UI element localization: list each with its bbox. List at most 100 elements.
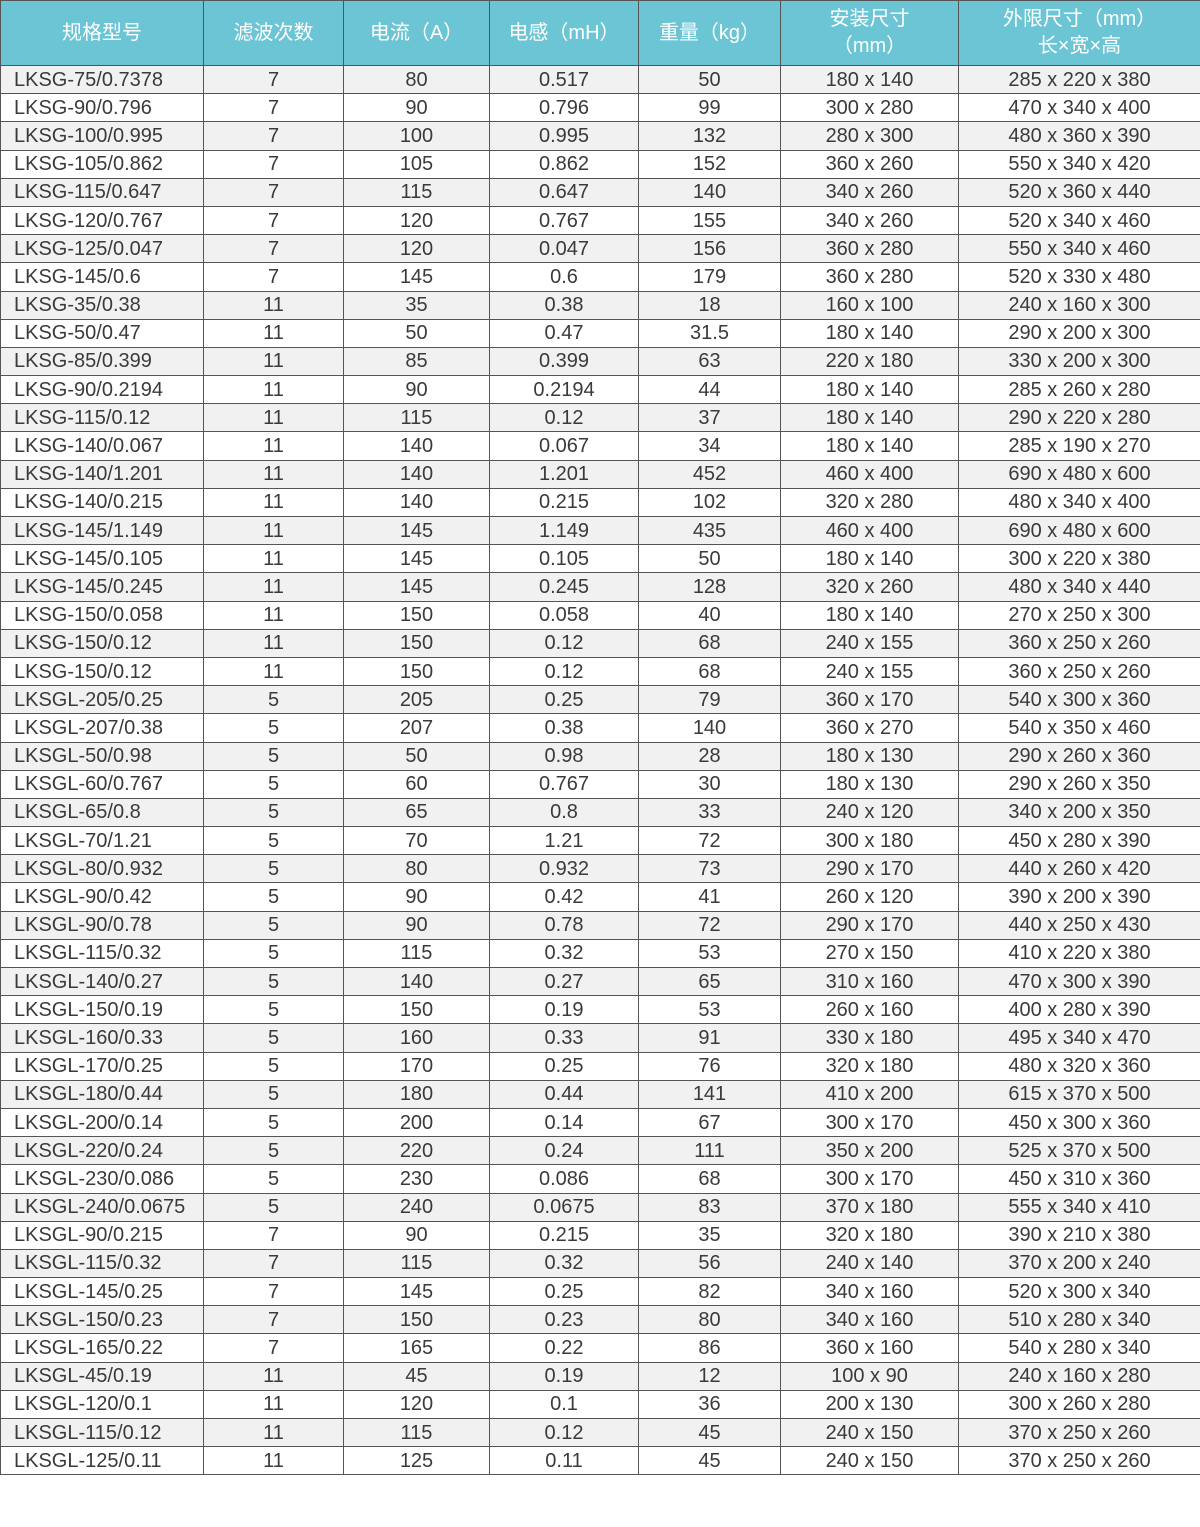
cell-filter-order: 7 (203, 149, 344, 179)
cell-weight: 35 (638, 1220, 781, 1250)
cell-weight: 141 (638, 1079, 781, 1109)
reactor-spec-table: 规格型号 滤波次数 电流（A） 电感（mH） 重量（kg） 安装尺寸 （mm） 外… (0, 0, 1200, 1476)
header-label: 外限尺寸（mm） (1002, 8, 1157, 30)
cell-outer-size: 525 x 370 x 500 (958, 1136, 1200, 1166)
cell-weight: 83 (638, 1192, 781, 1222)
cell-inductance: 0.12 (489, 656, 639, 687)
cell-mount-size: 460 x 400 (780, 515, 959, 546)
cell-inductance: 0.78 (489, 910, 639, 940)
table-row: LKSG-150/0.12 11 150 0.12 68 240 x 155 360 x 2… (0, 628, 1200, 658)
cell-model: LKSG-140/1.201 (0, 459, 204, 489)
cell-outer-size: 520 x 340 x 460 (958, 205, 1200, 236)
cell-current: 150 (343, 628, 490, 658)
cell-outer-size: 550 x 340 x 460 (958, 234, 1200, 264)
cell-filter-order: 5 (203, 995, 344, 1025)
table-row: LKSG-50/0.47 11 50 0.47 31.5 180 x 140 290 x 2… (0, 318, 1200, 348)
cell-weight: 45 (638, 1446, 781, 1476)
cell-model: LKSG-125/0.047 (0, 234, 204, 264)
header-outer-size: 外限尺寸（mm） 长×宽×高 (958, 0, 1200, 66)
cell-inductance: 0.105 (489, 544, 639, 574)
cell-filter-order: 5 (203, 685, 344, 715)
cell-outer-size: 480 x 340 x 440 (958, 572, 1200, 602)
cell-weight: 68 (638, 628, 781, 658)
cell-current: 145 (343, 544, 490, 574)
cell-current: 90 (343, 1220, 490, 1250)
cell-weight: 128 (638, 572, 781, 602)
cell-current: 140 (343, 487, 490, 518)
table-row: LKSGL-165/0.22 7 165 0.22 86 360 x 160 540 x 2… (0, 1333, 1200, 1363)
cell-outer-size: 270 x 250 x 300 (958, 600, 1200, 630)
cell-mount-size: 290 x 170 (780, 910, 959, 940)
cell-filter-order: 7 (203, 177, 344, 207)
header-weight: 重量（kg） (638, 0, 781, 66)
cell-weight: 82 (638, 1277, 781, 1307)
cell-outer-size: 480 x 360 x 390 (958, 121, 1200, 151)
cell-filter-order: 7 (203, 93, 344, 123)
table-row: LKSGL-207/0.38 5 207 0.38 140 360 x 270 540 x … (0, 713, 1200, 743)
table-header: 规格型号 滤波次数 电流（A） 电感（mH） 重量（kg） 安装尺寸 （mm） 外… (0, 0, 1200, 66)
cell-model: LKSG-105/0.862 (0, 149, 204, 179)
cell-current: 140 (343, 459, 490, 489)
cell-inductance: 0.25 (489, 685, 639, 715)
table-row: LKSG-145/0.245 11 145 0.245 128 320 x 260 480 … (0, 572, 1200, 602)
table-row: LKSGL-45/0.19 11 45 0.19 12 100 x 90 240 x 160… (0, 1361, 1200, 1391)
cell-current: 150 (343, 600, 490, 630)
cell-mount-size: 360 x 280 (780, 262, 959, 292)
cell-weight: 111 (638, 1136, 781, 1166)
cell-outer-size: 550 x 340 x 420 (958, 149, 1200, 179)
table-row: LKSGL-70/1.21 5 70 1.21 72 300 x 180 450 x 280… (0, 826, 1200, 856)
cell-outer-size: 240 x 160 x 280 (958, 1361, 1200, 1391)
cell-weight: 102 (638, 487, 781, 518)
cell-mount-size: 340 x 260 (780, 205, 959, 236)
cell-inductance: 0.767 (489, 769, 639, 799)
cell-outer-size: 520 x 330 x 480 (958, 262, 1200, 292)
cell-weight: 56 (638, 1248, 781, 1279)
cell-mount-size: 410 x 200 (780, 1079, 959, 1109)
cell-weight: 99 (638, 93, 781, 123)
cell-model: LKSGL-165/0.22 (0, 1333, 204, 1363)
cell-weight: 30 (638, 769, 781, 799)
cell-current: 200 (343, 1107, 490, 1138)
cell-mount-size: 350 x 200 (780, 1136, 959, 1166)
table-row: LKSGL-90/0.42 5 90 0.42 41 260 x 120 390 x 200… (0, 882, 1200, 912)
cell-outer-size: 440 x 250 x 430 (958, 910, 1200, 940)
cell-mount-size: 300 x 170 (780, 1107, 959, 1138)
cell-current: 35 (343, 290, 490, 320)
cell-weight: 67 (638, 1107, 781, 1138)
cell-mount-size: 310 x 160 (780, 966, 959, 997)
cell-weight: 28 (638, 741, 781, 771)
table-row: LKSGL-115/0.32 7 115 0.32 56 240 x 140 370 x 2… (0, 1248, 1200, 1279)
table-row: LKSG-140/0.215 11 140 0.215 102 320 x 280 480 … (0, 487, 1200, 518)
cell-outer-size: 370 x 250 x 260 (958, 1417, 1200, 1448)
cell-filter-order: 11 (203, 656, 344, 687)
cell-mount-size: 370 x 180 (780, 1192, 959, 1222)
cell-filter-order: 7 (203, 64, 344, 95)
cell-inductance: 0.47 (489, 318, 639, 348)
cell-weight: 34 (638, 431, 781, 461)
cell-mount-size: 320 x 180 (780, 1220, 959, 1250)
table-row: LKSGL-150/0.19 5 150 0.19 53 260 x 160 400 x 2… (0, 995, 1200, 1025)
table-row: LKSG-145/1.149 11 145 1.149 435 460 x 400 690 … (0, 515, 1200, 546)
table-row: LKSGL-240/0.0675 5 240 0.0675 83 370 x 180 555… (0, 1192, 1200, 1222)
cell-filter-order: 7 (203, 121, 344, 151)
cell-model: LKSG-90/0.796 (0, 93, 204, 123)
cell-model: LKSG-120/0.767 (0, 205, 204, 236)
cell-model: LKSGL-90/0.78 (0, 910, 204, 940)
table-row: LKSGL-230/0.086 5 230 0.086 68 300 x 170 450 x… (0, 1164, 1200, 1194)
cell-outer-size: 470 x 340 x 400 (958, 93, 1200, 123)
cell-outer-size: 690 x 480 x 600 (958, 459, 1200, 489)
cell-filter-order: 11 (203, 431, 344, 461)
table-row: LKSGL-180/0.44 5 180 0.44 141 410 x 200 615 x … (0, 1079, 1200, 1109)
cell-model: LKSG-150/0.12 (0, 656, 204, 687)
cell-current: 160 (343, 1023, 490, 1053)
cell-outer-size: 540 x 280 x 340 (958, 1333, 1200, 1363)
cell-mount-size: 180 x 140 (780, 600, 959, 630)
table-row: LKSG-85/0.399 11 85 0.399 63 220 x 180 330 x 2… (0, 346, 1200, 377)
table-row: LKSGL-160/0.33 5 160 0.33 91 330 x 180 495 x 3… (0, 1023, 1200, 1053)
table-row: LKSGL-120/0.1 11 120 0.1 36 200 x 130 300 x 26… (0, 1389, 1200, 1420)
cell-outer-size: 410 x 220 x 380 (958, 938, 1200, 969)
cell-current: 207 (343, 713, 490, 743)
header-label: 滤波次数 (233, 21, 314, 44)
cell-filter-order: 11 (203, 403, 344, 433)
cell-filter-order: 11 (203, 1389, 344, 1420)
